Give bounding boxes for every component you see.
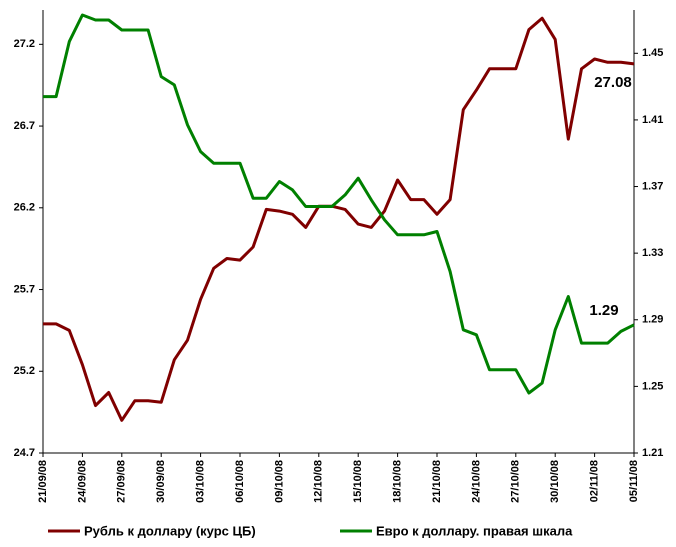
x-tick-label: 05/11/08 (628, 460, 640, 502)
x-tick-label: 18/10/08 (392, 460, 404, 503)
y-tick-label: 26.7 (14, 120, 35, 132)
x-tick-label: 12/10/08 (313, 460, 325, 503)
y2-tick-label: 1.45 (642, 47, 663, 59)
y-tick-label: 25.2 (14, 365, 35, 377)
y-tick-label: 24.7 (14, 447, 35, 459)
y2-tick-label: 1.37 (642, 180, 663, 192)
y2-tick-label: 1.21 (642, 447, 663, 459)
x-tick-label: 21/10/08 (431, 460, 443, 503)
legend-label: Евро к доллару. правая шкала (376, 523, 573, 538)
y2-tick-label: 1.41 (642, 114, 663, 126)
x-tick-label: 27/10/08 (510, 460, 522, 503)
x-tick-label: 30/10/08 (549, 460, 561, 503)
x-tick-label: 15/10/08 (352, 460, 364, 503)
y-tick-label: 25.7 (14, 283, 35, 295)
x-tick-label: 30/09/08 (155, 460, 167, 503)
x-tick-label: 02/11/08 (589, 460, 601, 502)
legend-label: Рубль к доллару (курс ЦБ) (84, 523, 256, 538)
y2-tick-label: 1.33 (642, 247, 663, 259)
annotation: 1.29 (589, 302, 618, 319)
annotation: 27.08 (594, 74, 632, 91)
y-tick-label: 26.2 (14, 202, 35, 214)
x-tick-label: 21/09/08 (37, 460, 49, 503)
series-line (43, 16, 635, 422)
x-tick-label: 24/10/08 (470, 460, 482, 503)
x-tick-label: 03/10/08 (195, 460, 207, 503)
x-tick-label: 24/09/08 (76, 460, 88, 503)
x-tick-label: 27/09/08 (116, 460, 128, 503)
y2-tick-label: 1.29 (642, 314, 663, 326)
y-tick-label: 27.2 (14, 38, 35, 50)
series-line (43, 13, 635, 395)
x-tick-label: 06/10/08 (234, 460, 246, 503)
x-tick-label: 09/10/08 (273, 460, 285, 503)
y2-tick-label: 1.25 (642, 380, 663, 392)
